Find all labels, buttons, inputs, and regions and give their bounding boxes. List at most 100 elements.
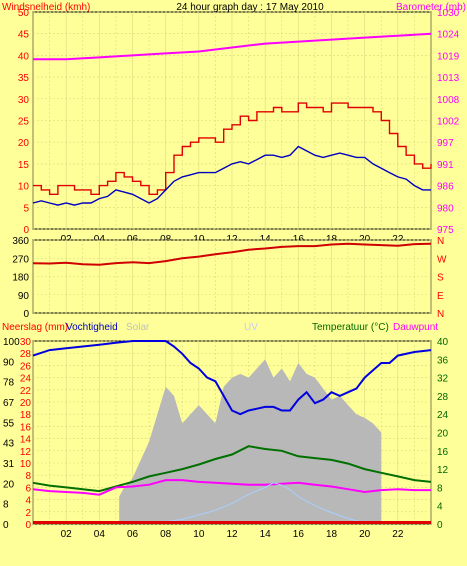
y-right-tick-label: 1008 [437, 95, 460, 106]
y-right-tick-label: 36 [437, 355, 449, 366]
panel-2-left-ticks: 0 90 180 270 360 [12, 236, 29, 320]
y-left-tick-label: 270 [12, 254, 29, 265]
rain-tick-label: 26 [20, 361, 32, 372]
rain-tick-label: 16 [20, 422, 32, 433]
rain-tick-label: 14 [20, 435, 32, 446]
y-left-tick-label: 5 [23, 203, 29, 214]
y-left-tick-label: 20 [18, 138, 30, 149]
y-left-tick-label: 45 [18, 30, 30, 41]
humidity-tick-label: 20 [3, 479, 15, 490]
y-left-tick-label: 30 [18, 95, 30, 106]
series-solar-area [119, 359, 382, 524]
barometer-axis-title: Barometer (mb) [396, 2, 466, 13]
panel-3-x-ticks: 02 04 06 08 10 12 14 16 18 20 22 [61, 529, 404, 540]
x-tick-label: 16 [293, 529, 305, 540]
series-dewpoint-line [32, 479, 431, 496]
y-right-tick-label: 991 [437, 160, 454, 171]
humidity-tick-label: 90 [3, 357, 15, 368]
y-left-tick-label: 15 [18, 160, 30, 171]
rain-axis-title: Neerslag (mm) [2, 322, 68, 333]
humidity-tick-label: 31 [3, 459, 15, 470]
rain-tick-label: 22 [20, 386, 32, 397]
rain-tick-label: 2 [25, 508, 31, 519]
y-right-tick-label: N [437, 236, 444, 247]
x-tick-label: 14 [260, 529, 272, 540]
humidity-tick-label: 43 [3, 439, 15, 450]
y-left-tick-label: 0 [23, 309, 29, 320]
y-right-tick-label: 975 [437, 225, 454, 236]
y-right-tick-label: E [437, 291, 444, 302]
x-tick-label: 18 [326, 529, 338, 540]
series-temperature-line [32, 445, 432, 493]
x-tick-label: 10 [193, 529, 205, 540]
x-tick-label: 12 [226, 529, 238, 540]
y-right-tick-label: 12 [437, 465, 449, 476]
y-right-tick-label: 980 [437, 203, 454, 214]
panel-2-series [32, 242, 432, 266]
y-right-tick-label: 1013 [437, 73, 460, 84]
panel-3-series [32, 340, 432, 524]
x-tick-label: 22 [392, 529, 404, 540]
rain-tick-label: 30 [20, 337, 32, 348]
y-right-tick-label: 1030 [437, 8, 460, 19]
y-right-tick-label: W [437, 254, 447, 265]
solar-axis-title: Solar [126, 322, 150, 333]
y-left-tick-label: 35 [18, 73, 30, 84]
humidity-axis-title: Vochtigheid [66, 322, 118, 333]
rain-tick-label: 20 [20, 398, 32, 409]
rain-tick-label: 4 [25, 496, 31, 507]
y-right-tick-label: N [437, 309, 444, 320]
y-right-tick-label: S [437, 273, 444, 284]
y-right-tick-label: 32 [437, 374, 449, 385]
y-left-tick-label: 180 [12, 273, 29, 284]
series-barometer-line [33, 32, 432, 61]
y-right-tick-label: 1019 [437, 51, 460, 62]
rain-tick-label: 8 [25, 471, 31, 482]
series-uv-line [165, 482, 365, 524]
y-right-tick-label: 997 [437, 138, 454, 149]
x-tick-label: 08 [160, 529, 172, 540]
y-left-tick-label: 10 [18, 182, 30, 193]
x-tick-label: 20 [359, 529, 371, 540]
rain-tick-label: 18 [20, 410, 32, 421]
wind-axis-title: Windsnelheid (kmh) [2, 2, 90, 13]
humidity-tick-label: 67 [3, 398, 15, 409]
humidity-tick-label: 55 [3, 418, 15, 429]
humidity-tick-label: 100 [3, 337, 20, 348]
humidity-tick-label: 8 [3, 500, 9, 511]
y-left-tick-label: 25 [18, 117, 30, 128]
panel-1-right-ticks: 975 980 986 991 997 1002 1008 1013 1019 1024 1030 [437, 8, 460, 236]
temperature-axis-title: Temperatuur (°C) [312, 322, 389, 333]
rain-tick-label: 24 [20, 374, 32, 385]
panel-3-right-ticks: 0 4 8 12 16 20 24 28 32 36 40 [437, 337, 449, 531]
humidity-tick-label: 78 [3, 378, 15, 389]
x-tick-label: 06 [127, 529, 139, 540]
panel-3-left-ticks: 0246810121416182022242628300820314355677… [3, 337, 31, 531]
y-left-tick-label: 0 [23, 225, 29, 236]
y-right-tick-label: 40 [437, 337, 449, 348]
rain-tick-label: 10 [20, 459, 32, 470]
rain-tick-label: 28 [20, 349, 32, 360]
rain-tick-label: 6 [25, 483, 31, 494]
y-right-tick-label: 1002 [437, 117, 460, 128]
panel-1-left-ticks: 0 5 10 15 20 25 30 35 40 45 50 [18, 8, 30, 236]
x-tick-label: 02 [61, 529, 73, 540]
y-right-tick-label: 986 [437, 182, 454, 193]
series-humidity-line [32, 340, 432, 416]
y-left-tick-label: 40 [18, 51, 30, 62]
y-left-tick-label: 90 [18, 291, 30, 302]
y-right-tick-label: 1024 [437, 30, 460, 41]
y-right-tick-label: 8 [437, 483, 443, 494]
panel-2-grid [32, 239, 432, 314]
y-right-tick-label: 24 [437, 410, 449, 421]
series-direction-line [32, 242, 432, 266]
rain-tick-label: 0 [25, 520, 31, 531]
panel-1-series [32, 32, 432, 206]
y-right-tick-label: 28 [437, 392, 449, 403]
y-right-tick-label: 16 [437, 447, 449, 458]
y-left-tick-label: 50 [18, 8, 30, 19]
series-wind-line [32, 145, 431, 206]
y-right-tick-label: 0 [437, 520, 443, 531]
